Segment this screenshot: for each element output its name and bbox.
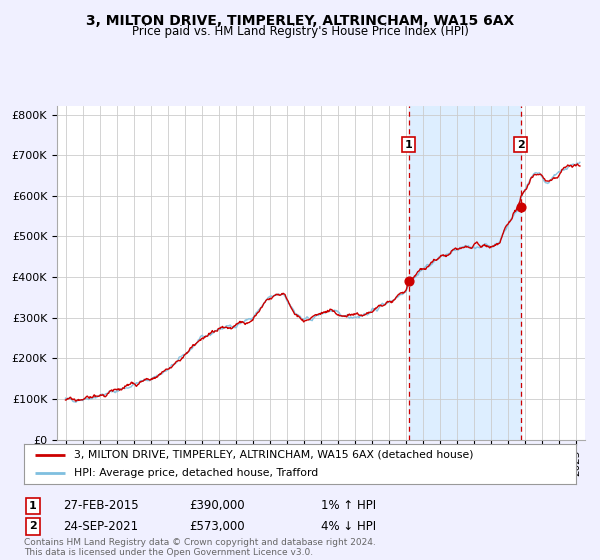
- Text: 1: 1: [405, 139, 413, 150]
- Text: Price paid vs. HM Land Registry's House Price Index (HPI): Price paid vs. HM Land Registry's House …: [131, 25, 469, 38]
- Text: £390,000: £390,000: [189, 499, 245, 512]
- Text: 27-FEB-2015: 27-FEB-2015: [63, 499, 139, 512]
- Text: 1% ↑ HPI: 1% ↑ HPI: [321, 499, 376, 512]
- Text: £573,000: £573,000: [189, 520, 245, 533]
- Bar: [409, 106, 521, 440]
- Point: [516, 202, 526, 211]
- Text: 3, MILTON DRIVE, TIMPERLEY, ALTRINCHAM, WA15 6AX (detached house): 3, MILTON DRIVE, TIMPERLEY, ALTRINCHAM, …: [74, 450, 473, 460]
- Text: 1: 1: [29, 501, 37, 511]
- Text: HPI: Average price, detached house, Trafford: HPI: Average price, detached house, Traf…: [74, 468, 318, 478]
- Text: 4% ↓ HPI: 4% ↓ HPI: [321, 520, 376, 533]
- Text: 3, MILTON DRIVE, TIMPERLEY, ALTRINCHAM, WA15 6AX: 3, MILTON DRIVE, TIMPERLEY, ALTRINCHAM, …: [86, 14, 514, 28]
- Text: 2: 2: [29, 521, 37, 531]
- Text: 24-SEP-2021: 24-SEP-2021: [63, 520, 138, 533]
- Text: 2: 2: [517, 139, 524, 150]
- Text: Contains HM Land Registry data © Crown copyright and database right 2024.
This d: Contains HM Land Registry data © Crown c…: [24, 538, 376, 557]
- Point: [404, 277, 413, 286]
